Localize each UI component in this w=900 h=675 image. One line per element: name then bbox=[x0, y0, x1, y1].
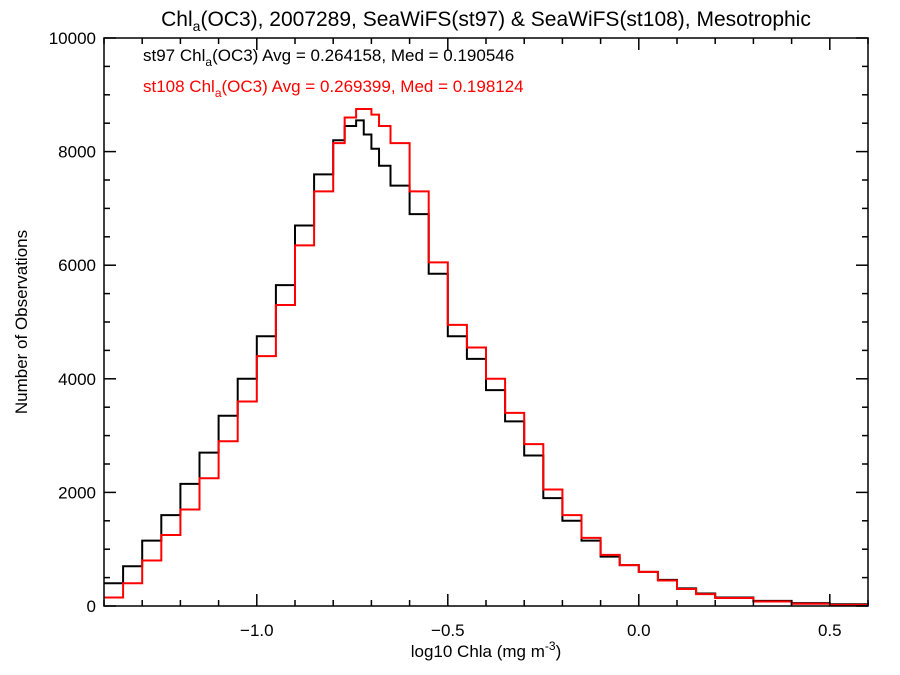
y-axis-ticks: 0 2000 4000 6000 8000 10000 bbox=[49, 29, 868, 616]
legend-st97-post: (OC3) Avg = 0.264158, Med = 0.190546 bbox=[212, 46, 514, 65]
legend-entry-st97: st97 Chla(OC3) Avg = 0.264158, Med = 0.1… bbox=[143, 46, 514, 69]
legend-entry-st108: st108 Chla(OC3) Avg = 0.269399, Med = 0.… bbox=[143, 77, 524, 100]
legend-st97-sub: a bbox=[205, 55, 212, 69]
x-tick-label: −0.5 bbox=[431, 621, 465, 640]
x-tick-label: −1.0 bbox=[240, 621, 274, 640]
x-tick-label: 0.5 bbox=[818, 621, 842, 640]
y-axis-title: Number of Observations bbox=[12, 230, 31, 414]
x-axis-title-main: log10 Chla (mg m bbox=[411, 642, 545, 661]
y-tick-label: 4000 bbox=[58, 370, 96, 389]
y-tick-label: 0 bbox=[87, 597, 96, 616]
x-axis-title-sup: -3 bbox=[545, 639, 556, 653]
x-axis-title-close: ) bbox=[556, 642, 562, 661]
x-axis-title: log10 Chla (mg m-3) bbox=[411, 639, 562, 661]
series-line-st108 bbox=[104, 108, 869, 606]
y-tick-label: 6000 bbox=[58, 256, 96, 275]
chart-title-part2: (OC3), 2007289, SeaWiFS(st97) & SeaWiFS(… bbox=[200, 8, 810, 31]
chart-title-part1: Chl bbox=[161, 8, 193, 31]
y-tick-label: 10000 bbox=[49, 29, 96, 48]
plot-frame bbox=[103, 37, 869, 607]
x-axis-ticks: −1.0 −0.5 0.0 0.5 bbox=[103, 38, 869, 640]
legend-st108-sub: a bbox=[215, 86, 222, 100]
chart-title-subscript: a bbox=[193, 18, 201, 34]
y-tick-label: 2000 bbox=[58, 483, 96, 502]
series-st108 bbox=[104, 108, 869, 606]
legend-st97-pre: st97 Chl bbox=[143, 46, 205, 65]
legend-st108-post: (OC3) Avg = 0.269399, Med = 0.198124 bbox=[222, 77, 524, 96]
chart-title: Chla(OC3), 2007289, SeaWiFS(st97) & SeaW… bbox=[161, 8, 811, 34]
series-layer bbox=[104, 108, 869, 606]
y-tick-label: 8000 bbox=[58, 143, 96, 162]
legend-st108-pre: st108 Chl bbox=[143, 77, 215, 96]
x-tick-label: 0.0 bbox=[627, 621, 651, 640]
